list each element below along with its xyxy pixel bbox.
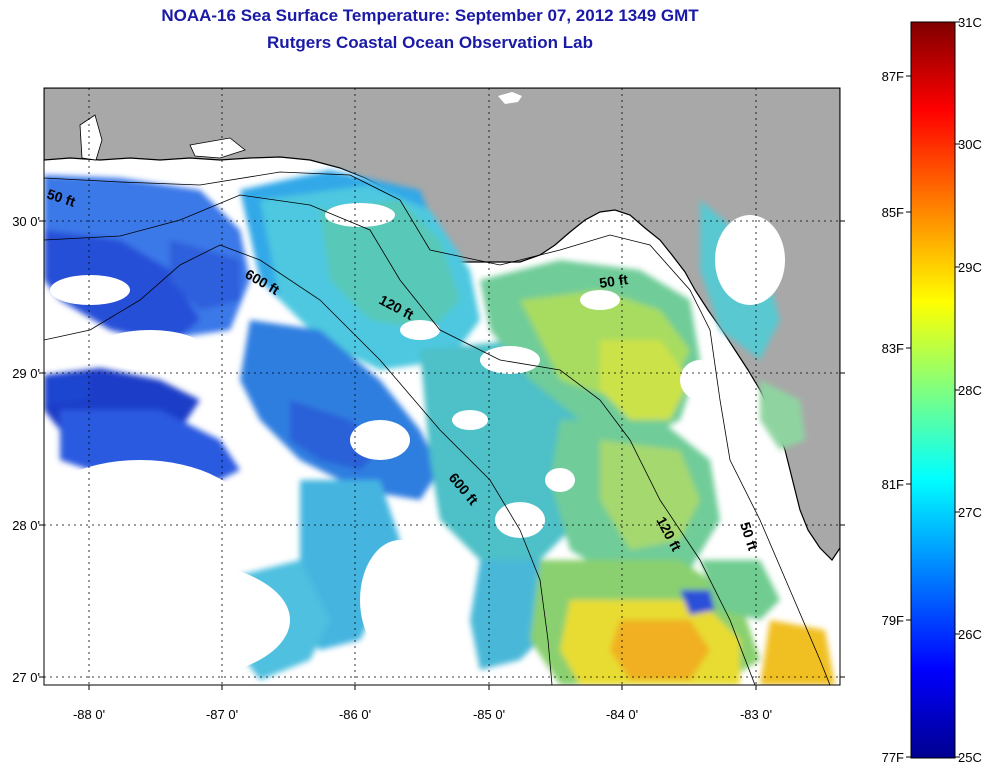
colorbar-f-label: 87F <box>882 69 904 84</box>
isobath-600ft <box>44 244 553 685</box>
isobath-120ft <box>44 194 756 685</box>
isobath-label-50ft-ne: 50 ft <box>598 271 629 291</box>
lat-tick-label: 29 0' <box>12 366 40 381</box>
colorbar-f-label: 81F <box>882 477 904 492</box>
colorbar-ticks <box>906 21 960 758</box>
map-title: NOAA-16 Sea Surface Temperature: Septemb… <box>161 6 699 25</box>
lat-tick-label: 28 0' <box>12 518 40 533</box>
colorbar-f-label: 77F <box>882 750 904 765</box>
land-mass <box>44 88 840 561</box>
lon-tick-label: -88 0' <box>73 707 105 722</box>
colorbar-c-label: 31C <box>958 15 982 30</box>
colorbar-c-label: 26C <box>958 627 982 642</box>
colorbar-f-label: 85F <box>882 205 904 220</box>
lon-tick-label: -86 0' <box>339 707 371 722</box>
map-subtitle: Rutgers Coastal Ocean Observation Lab <box>267 33 593 52</box>
colorbar-f-label: 83F <box>882 341 904 356</box>
colorbar-c-label: 27C <box>958 505 982 520</box>
cloud-mask <box>44 203 790 680</box>
colorbar-c-label: 25C <box>958 750 982 765</box>
isobath-lines <box>44 171 831 685</box>
colorbar-c-label: 28C <box>958 383 982 398</box>
isobath-50ft <box>44 171 831 685</box>
lon-tick-label: -87 0' <box>206 707 238 722</box>
inland-water <box>498 92 522 104</box>
colorbar-f-label: 79F <box>882 613 904 628</box>
map-content: 50 ft 50 ft 50 ft 120 ft 120 ft 600 ft 6… <box>44 88 840 685</box>
lon-tick-label: -83 0' <box>740 707 772 722</box>
lon-tick-label: -84 0' <box>606 707 638 722</box>
axis-ticks <box>39 220 845 690</box>
colorbar-c-label: 29C <box>958 260 982 275</box>
colorbar-c-label: 30C <box>958 137 982 152</box>
lat-tick-label: 30 0' <box>12 214 40 229</box>
colorbar <box>910 21 956 759</box>
graticule <box>44 88 840 685</box>
lat-tick-label: 27 0' <box>12 670 40 685</box>
lon-tick-label: -85 0' <box>473 707 505 722</box>
